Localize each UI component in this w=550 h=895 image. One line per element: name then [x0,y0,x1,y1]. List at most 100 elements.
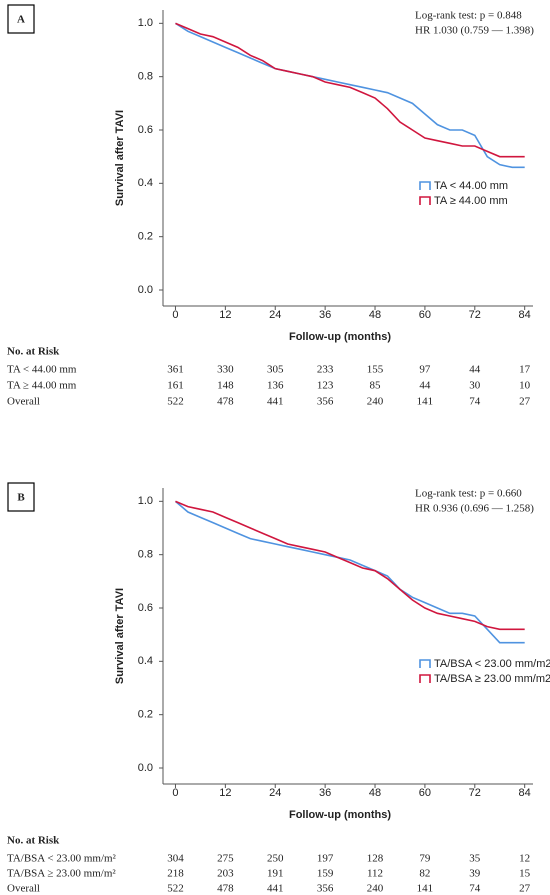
x-tick-label: 48 [369,309,381,321]
risk-count: 44 [419,380,431,392]
x-axis-title: Follow-up (months) [289,809,391,821]
x-tick-label: 60 [419,787,431,799]
x-tick-label: 60 [419,309,431,321]
annotation: HR 1.030 (0.759 — 1.398) [415,25,534,37]
legend-swatch [419,181,431,190]
risk-count: 218 [167,868,184,880]
legend-label: TA/BSA ≥ 23.00 mm/m2 [434,673,550,685]
x-tick-label: 24 [269,787,281,799]
risk-count: 141 [417,883,434,895]
y-tick-label: 0.0 [138,762,153,774]
legend-label: TA < 44.00 mm [434,180,508,192]
risk-count: 35 [469,853,481,865]
risk-count: 79 [419,853,431,865]
y-tick-label: 0.8 [138,549,153,561]
risk-count: 478 [217,883,234,895]
risk-count: 361 [167,364,184,376]
risk-count: 522 [167,396,184,408]
risk-row-label: TA/BSA ≥ 23.00 mm/m² [7,868,116,880]
y-axis-title: Survival after TAVI [114,110,126,206]
risk-count: 17 [519,364,531,376]
risk-count: 27 [519,396,531,408]
risk-count: 240 [367,883,384,895]
risk-count: 478 [217,396,234,408]
risk-count: 10 [519,380,531,392]
y-tick-label: 1.0 [138,495,153,507]
risk-count: 44 [469,364,481,376]
panel-label-box [7,4,35,34]
risk-count: 240 [367,396,384,408]
x-tick-label: 72 [469,309,481,321]
y-tick-label: 0.2 [138,709,153,721]
y-axis-title: Survival after TAVI [114,588,126,684]
x-tick-label: 84 [519,309,531,321]
risk-count: 155 [367,364,384,376]
y-tick-label: 0.8 [138,71,153,83]
risk-count: 97 [419,364,431,376]
survival-curve [175,22,525,169]
y-tick-label: 0.4 [138,177,153,189]
legend-swatch [419,659,431,668]
risk-row-label: TA < 44.00 mm [7,364,77,376]
y-tick-label: 0.2 [138,231,153,243]
x-tick-label: 12 [219,309,231,321]
legend-label: TA ≥ 44.00 mm [434,195,508,207]
risk-table-title: No. at Risk [7,835,60,847]
risk-count: 305 [267,364,284,376]
annotation: Log-rank test: p = 0.660 [415,488,522,500]
x-tick-label: 36 [319,309,331,321]
risk-count: 136 [267,380,284,392]
survival-curve [175,22,525,158]
risk-count: 197 [317,853,334,865]
risk-count: 250 [267,853,284,865]
x-tick-label: 0 [172,787,178,799]
risk-row-label: TA/BSA < 23.00 mm/m² [7,853,117,865]
risk-count: 39 [469,868,481,880]
risk-count: 441 [267,883,284,895]
risk-count: 82 [419,868,430,880]
x-tick-label: 24 [269,309,281,321]
x-tick-label: 72 [469,787,481,799]
risk-count: 522 [167,883,184,895]
panel-label-box [7,482,35,512]
panel-label: A [17,14,25,26]
risk-row-label: Overall [7,396,40,408]
risk-count: 356 [317,883,334,895]
risk-count: 15 [519,868,531,880]
survival-curve [174,500,525,644]
risk-count: 330 [217,364,234,376]
risk-row-label: Overall [7,883,40,895]
risk-count: 191 [267,868,284,880]
risk-count: 27 [519,883,531,895]
risk-count: 161 [167,380,184,392]
annotation: Log-rank test: p = 0.848 [415,10,522,22]
panel-label: B [17,492,25,504]
risk-count: 123 [317,380,334,392]
risk-count: 112 [367,868,383,880]
risk-count: 85 [370,380,382,392]
survival-curve [175,500,525,631]
y-tick-label: 0.4 [138,655,153,667]
risk-count: 12 [519,853,530,865]
legend-swatch [419,196,431,205]
x-tick-label: 48 [369,787,381,799]
risk-count: 159 [317,868,334,880]
risk-count: 275 [217,853,234,865]
x-tick-label: 0 [172,309,178,321]
risk-count: 141 [417,396,434,408]
legend-label: TA/BSA < 23.00 mm/m2 [434,658,550,670]
legend-swatch [419,674,431,683]
risk-count: 304 [167,853,184,865]
risk-count: 74 [469,883,481,895]
x-tick-label: 12 [219,787,231,799]
annotation: HR 0.936 (0.696 — 1.258) [415,503,534,515]
y-tick-label: 0.6 [138,124,153,136]
risk-count: 148 [217,380,234,392]
risk-count: 233 [317,364,334,376]
risk-count: 441 [267,396,284,408]
x-tick-label: 84 [519,787,531,799]
y-tick-label: 0.0 [138,284,153,296]
x-axis-title: Follow-up (months) [289,331,391,343]
